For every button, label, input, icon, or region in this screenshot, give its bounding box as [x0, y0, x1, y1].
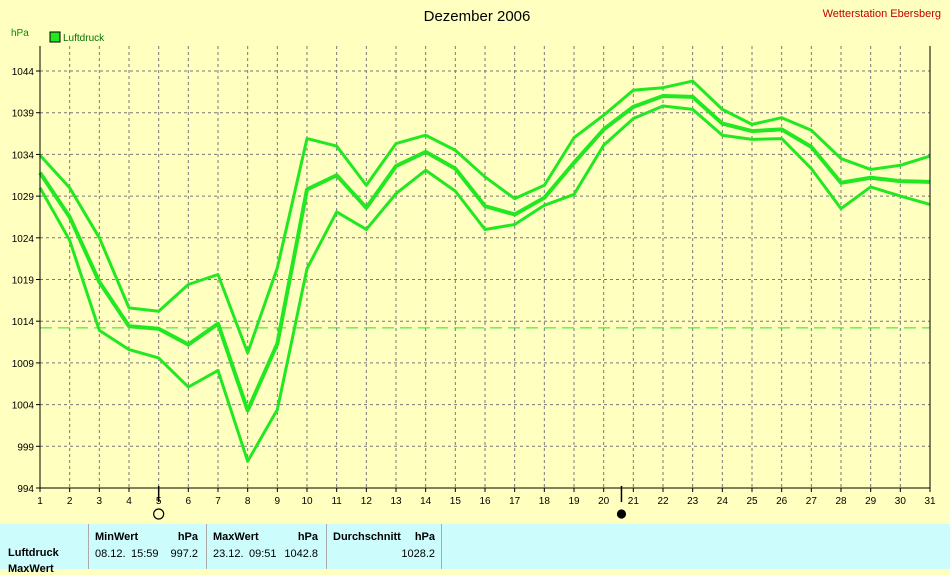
- avg-unit: hPa: [414, 531, 435, 543]
- min-value: 997.2: [170, 548, 198, 560]
- x-tick-label: 30: [895, 496, 907, 507]
- grid-layer: [40, 46, 931, 488]
- avg-value: 1028.2: [401, 548, 435, 560]
- x-tick-label: 11: [331, 496, 342, 507]
- series-layer: [38, 79, 931, 463]
- series-line-max: [38, 79, 931, 355]
- y-tick-label: 1024: [12, 234, 35, 245]
- y-tick-label: 1004: [12, 401, 35, 412]
- x-tick-label: 27: [806, 496, 818, 507]
- max-time: 09:51: [249, 548, 277, 560]
- x-tick-label: 10: [301, 496, 313, 507]
- y-tick-label: 1019: [12, 276, 35, 287]
- station-name: Wetterstation Ebersberg: [823, 8, 941, 20]
- pressure-chart: Dezember 2006 Wetterstation Ebersberg hP…: [11, 8, 941, 520]
- x-tick-label: 21: [628, 496, 640, 507]
- new-moon-icon: [616, 509, 627, 519]
- stats-row2-label: MaxWert: [8, 563, 54, 575]
- x-tick-label: 17: [509, 496, 521, 507]
- x-tick-label: 24: [717, 496, 729, 507]
- avg-header: Durchschnitt: [333, 531, 401, 543]
- min-column: MinWert hPa 08.12. 15:59 997.2: [88, 524, 206, 569]
- x-tick-label: 29: [865, 496, 877, 507]
- min-unit: hPa: [177, 531, 198, 543]
- y-tick-label: 994: [17, 484, 34, 495]
- x-tick-label: 16: [479, 496, 491, 507]
- y-tick-label: 1044: [12, 67, 35, 78]
- x-tick-label: 8: [245, 496, 251, 507]
- x-tick-label: 20: [598, 496, 610, 507]
- x-tick-label: 31: [924, 496, 936, 507]
- y-tick-label: 1034: [12, 150, 35, 161]
- x-tick-label: 7: [215, 496, 221, 507]
- x-tick-label: 14: [420, 496, 432, 507]
- legend-label: Luftdruck: [63, 33, 105, 44]
- legend-swatch: [49, 31, 61, 43]
- y-tick-label: 1014: [12, 317, 35, 328]
- y-tick-label: 1009: [12, 359, 35, 370]
- chart-title: Dezember 2006: [424, 8, 531, 25]
- full-moon-icon: [153, 508, 165, 520]
- series-line-min: [38, 104, 931, 463]
- max-header: MaxWert: [213, 531, 259, 543]
- stats-panel: Luftdruck MaxWert MinWert hPa 08.12. 15:…: [0, 524, 950, 575]
- x-tick-label: 28: [835, 496, 847, 507]
- x-tick-label: 2: [67, 496, 73, 507]
- min-date: 08.12.: [95, 548, 126, 560]
- max-unit: hPa: [297, 531, 318, 543]
- x-tick-label: 15: [450, 496, 462, 507]
- avg-column: Durchschnitt hPa 1028.2: [326, 524, 442, 569]
- max-value: 1042.8: [284, 548, 318, 560]
- x-tick-label: 18: [539, 496, 551, 507]
- max-date: 23.12.: [213, 548, 244, 560]
- x-tick-label: 6: [186, 496, 192, 507]
- x-tick-label: 3: [97, 496, 103, 507]
- x-tick-label: 4: [126, 496, 132, 507]
- y-axis-unit: hPa: [11, 28, 29, 39]
- x-tick-label: 1: [37, 496, 43, 507]
- x-tick-label: 23: [687, 496, 699, 507]
- x-tick-label: 9: [275, 496, 281, 507]
- y-tick-label: 1039: [12, 109, 35, 120]
- y-tick-label: 1029: [12, 192, 35, 203]
- x-tick-label: 13: [390, 496, 402, 507]
- x-tick-label: 22: [657, 496, 669, 507]
- axis-layer: 9949991004100910141019102410291034103910…: [12, 46, 936, 520]
- x-tick-label: 19: [568, 496, 580, 507]
- y-tick-label: 999: [17, 442, 34, 453]
- min-header: MinWert: [95, 531, 139, 543]
- stats-row-label: Luftdruck: [8, 547, 59, 559]
- x-tick-label: 26: [776, 496, 788, 507]
- x-tick-label: 25: [746, 496, 758, 507]
- min-time: 15:59: [131, 548, 159, 560]
- series-line-avg: [38, 94, 931, 413]
- max-column: MaxWert hPa 23.12. 09:51 1042.8: [206, 524, 326, 569]
- x-tick-label: 12: [361, 496, 373, 507]
